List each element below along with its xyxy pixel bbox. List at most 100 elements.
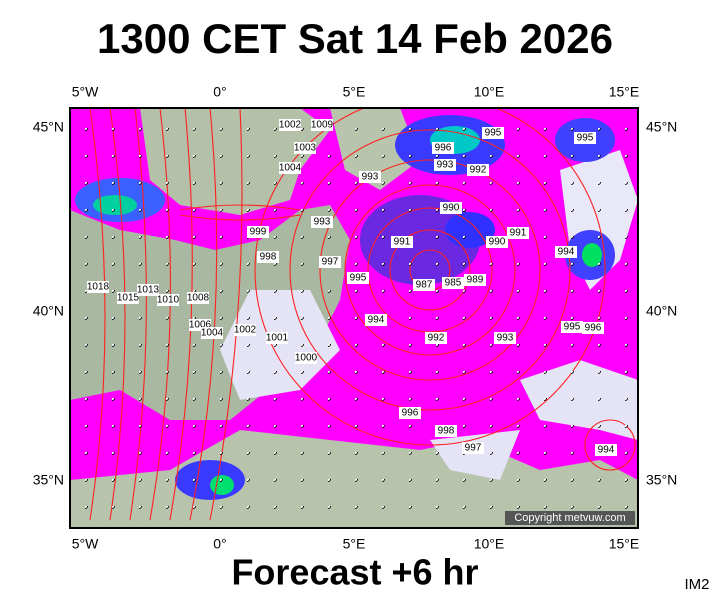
isobar-label: 993 — [497, 333, 514, 344]
isobar-label-box — [319, 256, 341, 268]
isobar-label-box — [266, 332, 288, 344]
isobar-label-box — [294, 142, 316, 154]
forecast-label: Forecast +6 hr — [231, 552, 478, 593]
isobar-label: 997 — [465, 443, 482, 454]
isobar-label: 997 — [322, 257, 339, 268]
isobar-label-box — [295, 352, 317, 364]
isobar-label: 1002 — [279, 120, 302, 131]
lon-label-top: 5°W — [72, 84, 99, 100]
isobar-label-box — [234, 324, 256, 336]
isobar-label-box — [359, 171, 381, 183]
isobar-label: 993 — [362, 172, 379, 183]
isobar-label-box — [595, 444, 617, 456]
isobar-label: 1003 — [294, 143, 317, 154]
isobar-label: 993 — [314, 217, 331, 228]
isobar-label-box — [555, 246, 577, 258]
isobar-label-box — [279, 162, 301, 174]
isobar-label-box — [117, 292, 139, 304]
isobar-label: 1004 — [201, 328, 224, 339]
isobar-label: 998 — [260, 252, 277, 263]
isobar-label-box — [442, 277, 464, 289]
isobar-label: 990 — [443, 203, 460, 214]
isobar-label: 1004 — [279, 163, 302, 174]
lat-label-right: 45°N — [646, 119, 677, 135]
isobar-label-box — [582, 322, 604, 334]
map-frame — [69, 107, 639, 529]
isobar-label-box — [137, 284, 159, 296]
isobar-label: 994 — [598, 445, 615, 456]
isobar-label-box — [201, 327, 223, 339]
isobar-label-box — [187, 292, 209, 304]
isobar-label-box — [507, 227, 529, 239]
isobar-label: 1018 — [87, 282, 110, 293]
isobar-label: 994 — [368, 315, 385, 326]
isobar-label-box — [432, 142, 454, 154]
isobar-label: 991 — [510, 228, 527, 239]
isobar-label: 996 — [585, 323, 602, 334]
isobar-label: 995 — [485, 128, 502, 139]
isobar-label-box — [494, 332, 516, 344]
isobar-label-box — [464, 274, 486, 286]
isobar-label: 993 — [437, 160, 454, 171]
isobar-label: 1000 — [295, 353, 318, 364]
map-area: 1002 1009 1004 1003 995 996 993 992 993 990 990 991… — [70, 108, 638, 528]
lat-label-right: 40°N — [646, 303, 677, 319]
copyright: Copyright metvuw.com — [514, 512, 625, 524]
isobar-label-box — [462, 442, 484, 454]
isobar-label-box — [87, 281, 109, 293]
lon-label-bottom: 0° — [213, 536, 226, 552]
isobar-label-box — [561, 321, 583, 333]
isobar-label-box — [440, 202, 462, 214]
isobar-label-box — [425, 332, 447, 344]
isobar-label-box — [347, 272, 369, 284]
isobar-label: 999 — [250, 227, 267, 238]
isobar-label: 995 — [564, 322, 581, 333]
isobar-label-box — [399, 407, 421, 419]
title: 1300 CET Sat 14 Feb 2026 — [97, 15, 613, 62]
isobar-label-box — [413, 279, 435, 291]
isobar-label: 987 — [416, 280, 433, 291]
isobar-label: 990 — [489, 237, 506, 248]
isobar-label-box — [365, 314, 387, 326]
lon-label-top: 5°E — [343, 84, 366, 100]
isobar-label-box — [247, 226, 269, 238]
lon-label-bottom: 5°E — [343, 536, 366, 552]
lon-label-top: 15°E — [609, 84, 640, 100]
lat-label-left: 45°N — [33, 119, 64, 135]
isobar-label: 1010 — [157, 295, 180, 306]
lon-label-bottom: 5°W — [72, 536, 99, 552]
isobar-label: 995 — [350, 273, 367, 284]
isobar-label: 1013 — [137, 285, 160, 296]
isobar-label: 1006 — [189, 320, 212, 331]
isobar-label: 996 — [435, 143, 452, 154]
isobar-label-box — [467, 164, 489, 176]
isobar-label: 992 — [470, 165, 487, 176]
isobar-label-box — [311, 119, 333, 131]
isobar-label: 992 — [428, 333, 445, 344]
lon-label-top: 0° — [213, 84, 226, 100]
isobar-label: 1002 — [234, 325, 257, 336]
isobar-label-box — [434, 159, 456, 171]
isobar-label: 995 — [577, 133, 594, 144]
isobar-labels: 1002 1009 1004 1003 995 996 993 992 993 990 990 991… — [87, 119, 617, 456]
isobar-label: 985 — [445, 278, 462, 289]
isobar-label-box — [157, 294, 179, 306]
isobar-label-box — [435, 425, 457, 437]
isobar-label: 998 — [438, 426, 455, 437]
axis-labels: 5°W 5°W 0° 0° 5°E 5°E 10°E 10°E 15°E 15°E 45°N 45°N… — [33, 84, 678, 552]
isobar-label: 1001 — [266, 333, 289, 344]
lat-label-right: 35°N — [646, 472, 677, 488]
isobar-label-box — [391, 236, 413, 248]
lon-label-bottom: 10°E — [474, 536, 505, 552]
isobar-label: 991 — [394, 237, 411, 248]
isobar-label-box — [482, 127, 504, 139]
isobar-label: 989 — [467, 275, 484, 286]
isobar-label-box — [486, 236, 508, 248]
lat-label-left: 35°N — [33, 472, 64, 488]
isobar-label: 1009 — [311, 120, 334, 131]
isobar-label-box — [257, 251, 279, 263]
isobar-label: 1015 — [117, 293, 140, 304]
isobar-label: 1008 — [187, 293, 210, 304]
